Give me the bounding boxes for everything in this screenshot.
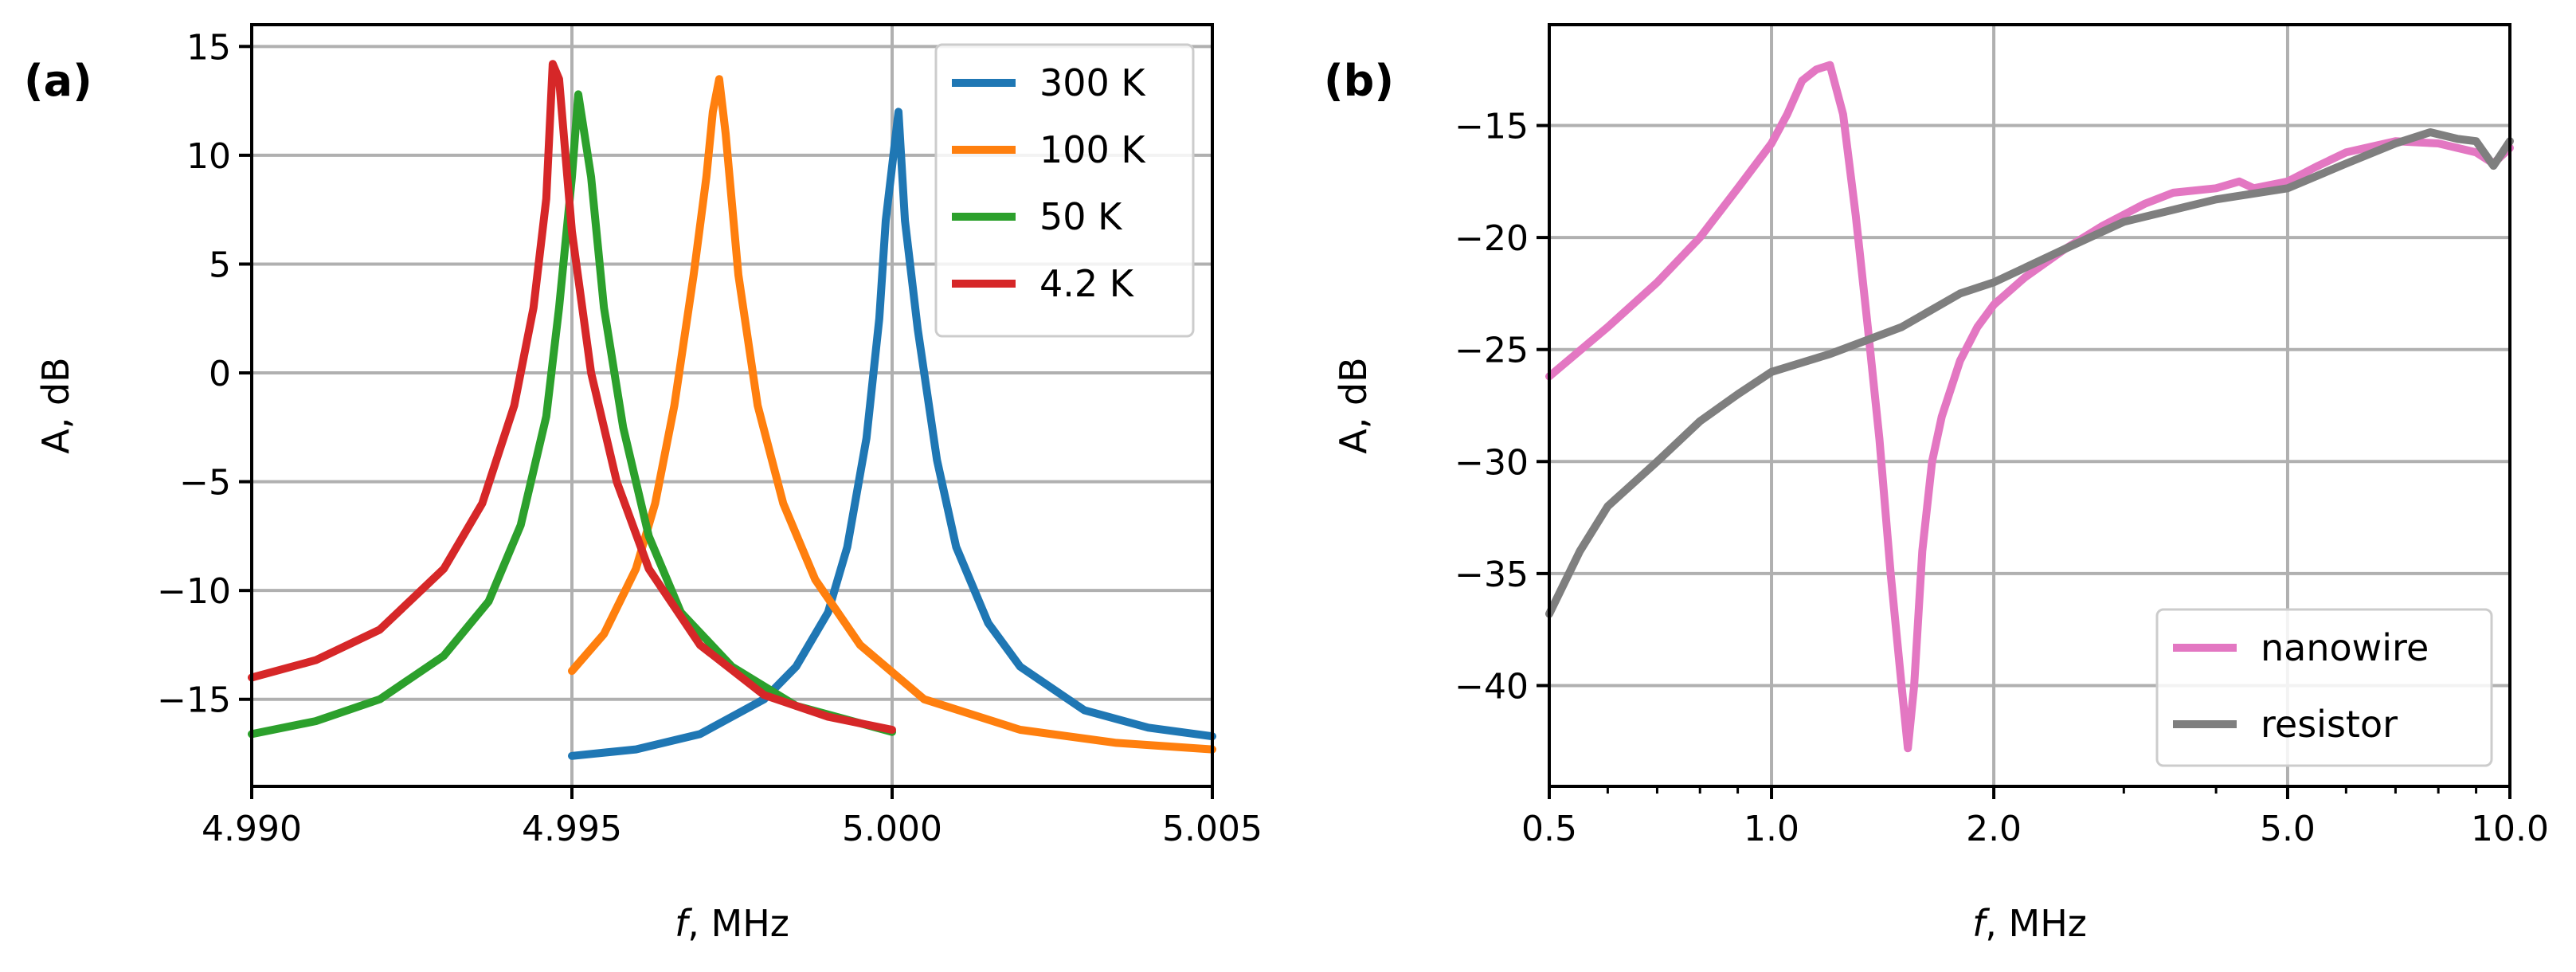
panel-b-xtick-label: 1.0: [1744, 809, 1799, 849]
legend-label: 300 K: [1039, 61, 1146, 104]
panel-a: (a) 4.990 4.995 5.000 5.005 −15 −10 −5 0 5 10 15 f…: [24, 23, 1263, 945]
legend-label: 100 K: [1039, 128, 1146, 171]
series-line-resistor: [1545, 128, 2514, 618]
panel-a-ytick-label: 10: [186, 136, 231, 177]
panel-b-xtick-label: 2.0: [1966, 809, 2022, 849]
series-line-50-k: [248, 90, 896, 739]
panel-a-ytick-label: −10: [157, 571, 231, 612]
panel-b-ytick-label: −30: [1454, 442, 1529, 483]
panel-b: (b) 0.5 1.0 2.0 5.0 10.0 −40 −35 −30 −25 −20 −15 f…: [1324, 23, 2549, 945]
panel-b-ytick-label: −20: [1454, 218, 1529, 259]
panel-a-legend: 300 K 100 K 50 K 4.2 K: [934, 43, 1195, 338]
panel-a-frame: [250, 23, 1214, 788]
panel-a-xtick-label: 4.990: [202, 809, 302, 849]
panel-a-xtick-label: 4.995: [522, 809, 622, 849]
panel-a-ytick-label: 0: [209, 354, 231, 394]
panel-b-ylabel: A, dB: [1332, 357, 1375, 453]
legend-label: 4.2 K: [1039, 262, 1135, 305]
panel-b-ytick-label: −25: [1454, 331, 1529, 371]
panel-b-legend-box: [2155, 608, 2493, 767]
panel-a-ytick-label: −15: [157, 680, 231, 721]
panel-b-ytick-label: −15: [1454, 107, 1529, 147]
panel-b-ytick-label: −40: [1454, 666, 1529, 707]
panel-a-xlabel: f, MHz: [675, 902, 789, 945]
panel-b-xtick-label: 0.5: [1521, 809, 1577, 849]
panel-a-ylabel: A, dB: [34, 357, 77, 453]
legend-label: nanowire: [2261, 626, 2429, 669]
panel-a-ytick-label: 5: [209, 245, 231, 285]
panel-a-legend-box: [934, 43, 1195, 338]
panel-b-xtick-label: 10.0: [2471, 809, 2549, 849]
panel-b-xtick-label: 5.0: [2260, 809, 2316, 849]
panel-a-label: (a): [24, 56, 92, 106]
series-line-4-2-k: [248, 60, 896, 734]
panel-b-frame: [1548, 23, 2511, 788]
panel-b-xlabel: f, MHz: [1972, 902, 2087, 945]
panel-a-series: [248, 60, 1216, 760]
panel-b-label: (b): [1324, 56, 1394, 106]
series-line-100-k: [568, 75, 1216, 754]
panel-a-xtick-label: 5.000: [842, 809, 942, 849]
panel-a-ticks: 4.990 4.995 5.000 5.005 −15 −10 −5 0 5 10 15: [157, 27, 1263, 849]
panel-b-ytick-label: −35: [1454, 555, 1529, 595]
panel-b-ticks: 0.5 1.0 2.0 5.0 10.0 −40 −35 −30 −25 −20 −15: [1454, 107, 2549, 849]
panel-a-xtick-label: 5.005: [1162, 809, 1263, 849]
series-line-nanowire: [1545, 61, 2514, 753]
panel-a-xlabel-rest: , MHz: [687, 902, 789, 945]
legend-label: resistor: [2261, 703, 2398, 746]
panel-a-ytick-label: −5: [179, 463, 231, 504]
panel-b-xlabel-rest: , MHz: [1985, 902, 2087, 945]
panel-a-ytick-label: 15: [186, 27, 231, 68]
panel-b-series: [1545, 61, 2514, 753]
panel-b-grid: [1548, 25, 2511, 786]
legend-label: 50 K: [1039, 195, 1123, 238]
panel-b-legend: nanowire resistor: [2155, 608, 2493, 767]
